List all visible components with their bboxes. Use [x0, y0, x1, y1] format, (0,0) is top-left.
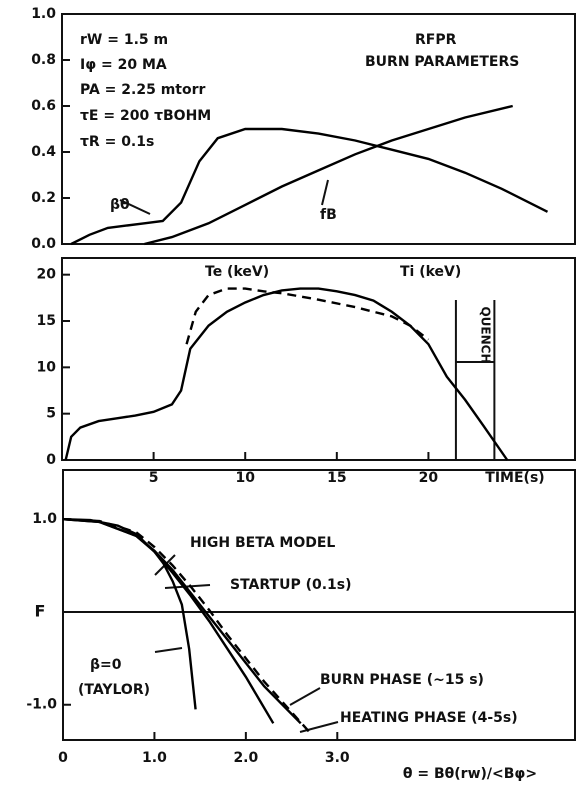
series-label: STARTUP (0.1s) — [230, 577, 352, 593]
frame — [62, 469, 576, 741]
annotation: Iφ = 20 MA — [80, 57, 167, 73]
frame — [61, 13, 576, 245]
leader — [119, 199, 151, 215]
annotation: τE = 200 τBOHM — [80, 108, 211, 124]
y-tick-label: 20 — [37, 267, 57, 283]
leader — [164, 584, 211, 589]
y-tick-label: 1.0 — [31, 6, 56, 22]
series-label: βθ — [110, 197, 130, 213]
leader — [321, 179, 329, 206]
y-tick-label: 15 — [37, 313, 56, 329]
y-tick-label: -1.0 — [26, 697, 57, 713]
y-tick-label: 0.8 — [31, 52, 56, 68]
x-tick-label: 10 — [235, 470, 255, 486]
series-label: fB — [320, 207, 337, 223]
series-line — [62, 517, 302, 725]
leader — [154, 647, 183, 653]
y-tick-label: 0 — [46, 452, 56, 468]
x-tick-label: 2.0 — [233, 750, 258, 766]
y-tick-label: 10 — [37, 359, 57, 375]
annotation: HIGH BETA MODEL — [190, 535, 335, 551]
chart-subtitle: BURN PARAMETERS — [365, 54, 519, 70]
series-label: β=0 — [90, 657, 122, 673]
y-tick-label: 0.4 — [31, 144, 56, 160]
annotation: (TAYLOR) — [78, 682, 150, 698]
x-axis-label: TIME(s) — [485, 470, 544, 486]
x-tick-label: 20 — [419, 470, 439, 486]
annotation: rW = 1.5 m — [80, 32, 168, 48]
x-axis-label: θ = Bθ(rw)/<Bφ> — [403, 766, 537, 782]
series-label: Te (keV) — [205, 264, 269, 280]
x-tick-label: 0 — [58, 750, 68, 766]
annotation: PA = 2.25 mtorr — [80, 82, 206, 98]
series-label: HEATING PHASE (4-5s) — [340, 710, 518, 726]
annotation: QUENCH — [479, 306, 493, 363]
x-tick-label: 5 — [149, 470, 159, 486]
series-line — [185, 287, 430, 345]
y-axis-label: F — [35, 601, 46, 620]
y-tick-label: 0.6 — [31, 98, 56, 114]
series-line — [70, 127, 549, 246]
y-tick-label: 1.0 — [32, 511, 57, 527]
series-line — [62, 517, 311, 734]
y-tick-label: 0.2 — [31, 190, 56, 206]
annotation: τR = 0.1s — [80, 134, 154, 150]
series-line — [144, 104, 513, 246]
chart-title: RFPR — [415, 32, 457, 48]
series-label: Ti (keV) — [400, 264, 461, 280]
x-tick-label: 15 — [327, 470, 346, 486]
x-tick-label: 3.0 — [325, 750, 350, 766]
x-tick-label: 1.0 — [142, 750, 167, 766]
series-line — [64, 287, 509, 461]
series-line — [62, 517, 197, 710]
series-label: BURN PHASE (~15 s) — [320, 672, 484, 688]
leader — [289, 687, 321, 706]
y-tick-label: 5 — [46, 406, 56, 422]
y-tick-label: 0.0 — [31, 236, 56, 252]
frame — [61, 257, 576, 461]
